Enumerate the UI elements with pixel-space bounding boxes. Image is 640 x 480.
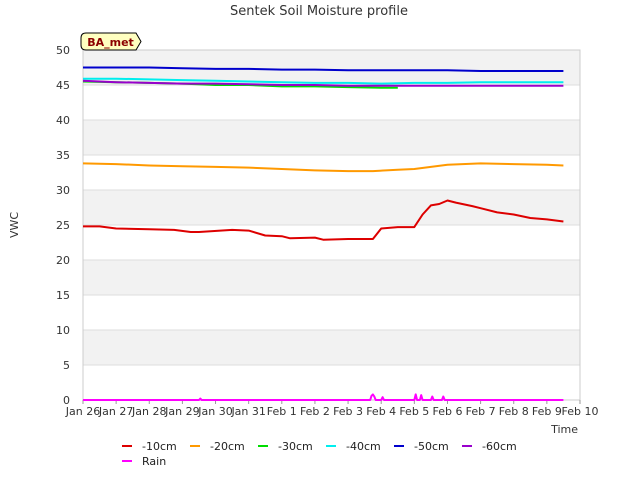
x-tick-label: Feb 8 [499, 405, 529, 418]
legend-label: Rain [142, 455, 166, 468]
y-tick-label: 15 [56, 289, 70, 302]
legend-label: -10cm [142, 440, 177, 453]
x-tick-label: Feb 3 [333, 405, 363, 418]
series-line-10cm [83, 199, 564, 241]
x-tick-label: Feb 9 [532, 405, 562, 418]
site-badge: BA_met [80, 32, 142, 51]
x-axis-label: Time [550, 423, 578, 436]
site-badge-label: BA_met [87, 36, 134, 49]
site-badge-box [80, 32, 142, 51]
x-tick-label: Jan 30 [197, 405, 232, 418]
x-tick-label: Jan 31 [230, 405, 265, 418]
plot-band [83, 155, 580, 190]
legend: -10cm -20cm -30cm -40cm -50cm -60cm Rain [122, 440, 517, 468]
plot-band [83, 365, 580, 400]
plot-band [83, 85, 580, 120]
series-line-60cm [82, 79, 564, 87]
series-line-50cm [83, 66, 564, 72]
x-tick-label: Feb 10 [562, 405, 599, 418]
x-tick-label: Jan 26 [65, 405, 100, 418]
plot-band [83, 120, 580, 155]
plot-band [83, 295, 580, 330]
x-tick-label: Feb 5 [399, 405, 429, 418]
y-axis-label: VWC [8, 212, 21, 238]
plot-band [83, 330, 580, 365]
y-tick-label: 10 [56, 324, 70, 337]
x-tick-label: Feb 2 [300, 405, 330, 418]
legend-label: -50cm [414, 440, 449, 453]
y-tick-label: 50 [56, 44, 70, 57]
y-tick-label: 0 [63, 394, 70, 407]
x-tick-label: Feb 6 [432, 405, 462, 418]
x-tick-label: Jan 28 [131, 405, 166, 418]
y-tick-label: 30 [56, 184, 70, 197]
y-tick-label: 20 [56, 254, 70, 267]
plot-band [83, 260, 580, 295]
legend-label: -40cm [346, 440, 381, 453]
x-tick-label: Feb 7 [466, 405, 496, 418]
series-line-20cm [82, 162, 564, 173]
legend-label: -20cm [210, 440, 245, 453]
legend-label: -60cm [482, 440, 517, 453]
series-line-rain [83, 393, 564, 401]
y-tick-label: 40 [56, 114, 70, 127]
y-tick-label: 35 [56, 149, 70, 162]
y-tick-label: 45 [56, 79, 70, 92]
plot-band [83, 190, 580, 225]
series-line-40cm [83, 77, 564, 85]
plot-background-bands [83, 50, 580, 400]
x-tick-label: Jan 29 [164, 405, 199, 418]
x-tick-label: Jan 27 [98, 405, 133, 418]
x-tick-label: Feb 1 [267, 405, 297, 418]
y-axis-ticks: 0 5 10 15 20 25 30 35 40 45 50 [56, 44, 70, 407]
plot-band [83, 225, 580, 260]
y-tick-label: 5 [63, 359, 70, 372]
data-series [82, 66, 564, 401]
legend-label: -30cm [278, 440, 313, 453]
chart-title: Sentek Soil Moisture profile [230, 4, 408, 19]
y-tick-label: 25 [56, 219, 70, 232]
x-tick-label: Feb 4 [366, 405, 396, 418]
